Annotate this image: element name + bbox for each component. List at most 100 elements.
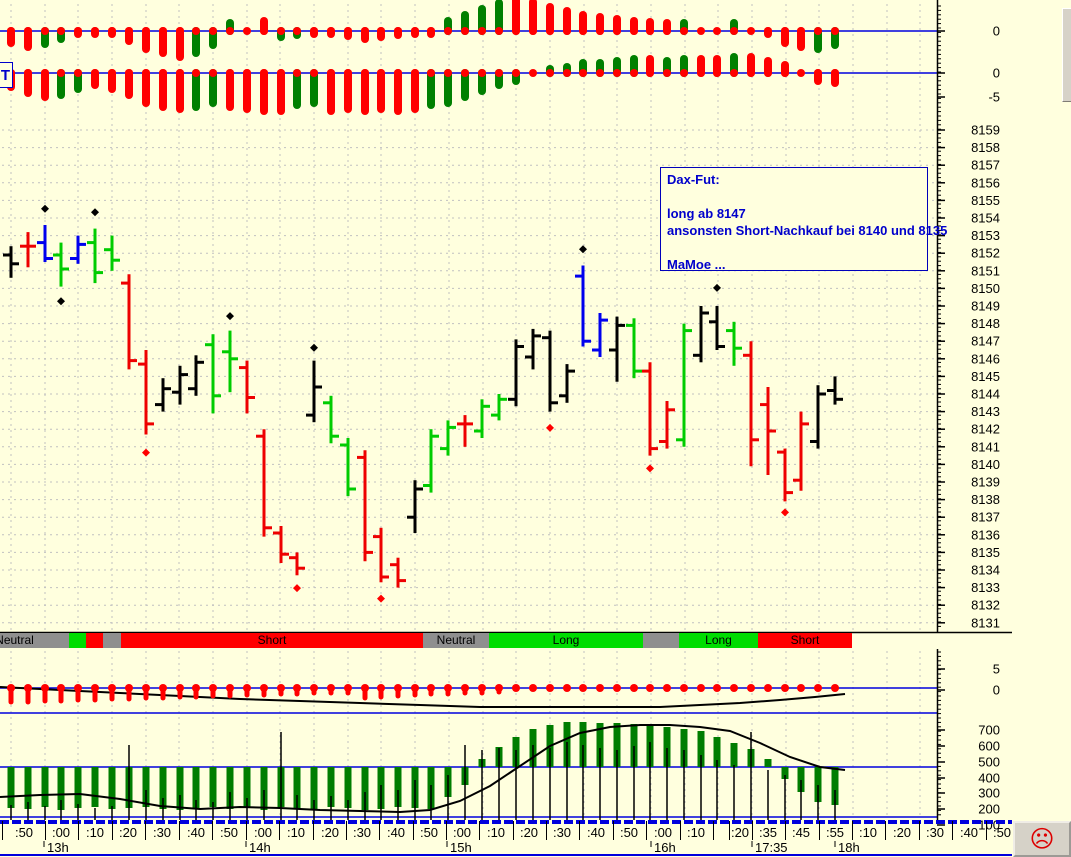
momentum-lower-dot [680,69,688,77]
momentum-upper-dot [310,27,318,35]
momentum-upper-dot [361,27,369,35]
oscillator-dot [24,684,32,692]
diamond-marker-below [781,508,789,517]
momentum-upper-dot [680,27,688,35]
oscillator-dot [57,684,65,692]
momentum-lower-dot [797,69,805,77]
momentum-lower-dot [546,69,554,77]
x-axis-minute-label: :35 [759,825,777,840]
momentum-upper-dot [394,27,402,35]
momentum-lower-dot [310,69,318,77]
x-axis-minute-label: :40 [587,825,605,840]
oscillator-dot [427,684,435,692]
x-axis-minute-label: :10 [487,825,505,840]
x-axis-minute-label: :45 [792,825,810,840]
momentum-lower-dot [713,69,721,77]
x-axis-minute-label: :20 [321,825,339,840]
x-axis-minute-label: :20 [119,825,137,840]
momentum-lower-dot [125,69,133,77]
y-axis-label: 700 [978,723,1000,738]
momentum-upper-dot [814,27,822,35]
oscillator-dot [7,684,15,692]
momentum-upper-dot [764,27,772,35]
x-axis-minute-label: :00 [52,825,70,840]
oscillator-dot [293,684,301,692]
y-axis-label: 500 [978,755,1000,770]
oscillator-dot [226,684,234,692]
momentum-lower-dot [764,69,772,77]
y-axis-label: 8137 [971,510,1000,525]
annotation-box: Dax-Fut: long ab 8147 ansonsten Short-Na… [660,167,947,272]
oscillator-dot [411,684,419,692]
oscillator-dot [764,684,772,692]
momentum-upper-dot [630,27,638,35]
momentum-lower-dot [478,69,486,77]
oscillator-dot [176,684,184,692]
x-axis-minute-label: :30 [926,825,944,840]
x-axis-minute-label: :10 [687,825,705,840]
y-axis-label: 200 [978,802,1000,817]
x-axis-minute-label: :55 [826,825,844,840]
diamond-marker-above [41,204,49,213]
annotation-text-1: long ab 8147 [667,206,746,221]
x-axis-minute-label: :10 [859,825,877,840]
x-axis-minute-label: :50 [15,825,33,840]
momentum-lower-dot [142,69,150,77]
oscillator-dot [646,684,654,692]
momentum-upper-dot [176,27,184,35]
y-axis-label: 8134 [971,563,1000,578]
scrollbar-thumb[interactable] [1062,8,1071,102]
momentum-upper-dot [697,27,705,35]
momentum-upper-dot [209,27,217,35]
momentum-lower-dot [411,69,419,77]
y-axis-label: 100 [978,818,1000,833]
momentum-lower-dot [293,69,301,77]
momentum-lower-dot [361,69,369,77]
oscillator-dot [444,684,452,692]
momentum-upper-dot [713,27,721,35]
x-axis-minute-label: :50 [420,825,438,840]
momentum-upper-dot [226,27,234,35]
y-axis-label: 8131 [971,615,1000,630]
y-axis-label: 8159 [971,123,1000,138]
x-axis-hour-label: 16h [654,840,676,855]
oscillator-dot [361,684,369,692]
annotation-title: Dax-Fut: [667,172,720,187]
signal-segment-short: Short [758,633,852,648]
oscillator-dot [478,684,486,692]
y-axis-label: 8149 [971,299,1000,314]
momentum-lower-dot [563,69,571,77]
x-axis-minute-label: :40 [387,825,405,840]
y-axis-label: 8154 [971,211,1000,226]
momentum-lower-dot [57,69,65,77]
oscillator-dot [680,684,688,692]
left-edge-tag: T [0,62,13,88]
connection-status-button[interactable]: ☹ [1013,821,1071,857]
momentum-upper-dot [74,27,82,35]
y-axis-label: 8144 [971,387,1000,402]
y-axis-label: 8135 [971,545,1000,560]
y-axis-label: 8133 [971,580,1000,595]
diamond-marker-below [377,594,385,603]
momentum-lower-dot [243,69,251,77]
momentum-lower-dot [613,69,621,77]
momentum-lower-dot [646,69,654,77]
y-axis-label: 8148 [971,316,1000,331]
x-axis-minute-label: :50 [620,825,638,840]
oscillator-dot [512,684,520,692]
momentum-lower-dot [512,69,520,77]
momentum-lower-dot [831,69,839,77]
oscillator-dot [797,684,805,692]
momentum-lower-dot [529,69,537,77]
oscillator-dot [125,684,133,692]
diamond-marker-above [579,245,587,254]
momentum-upper-dot [192,27,200,35]
y-axis-label: 0 [993,66,1000,81]
momentum-upper-dot [546,27,554,35]
momentum-lower-dot [781,69,789,77]
y-axis-label: 8152 [971,246,1000,261]
x-axis-minute-label: :10 [287,825,305,840]
momentum-upper-dot [427,27,435,35]
oscillator-dot [730,684,738,692]
